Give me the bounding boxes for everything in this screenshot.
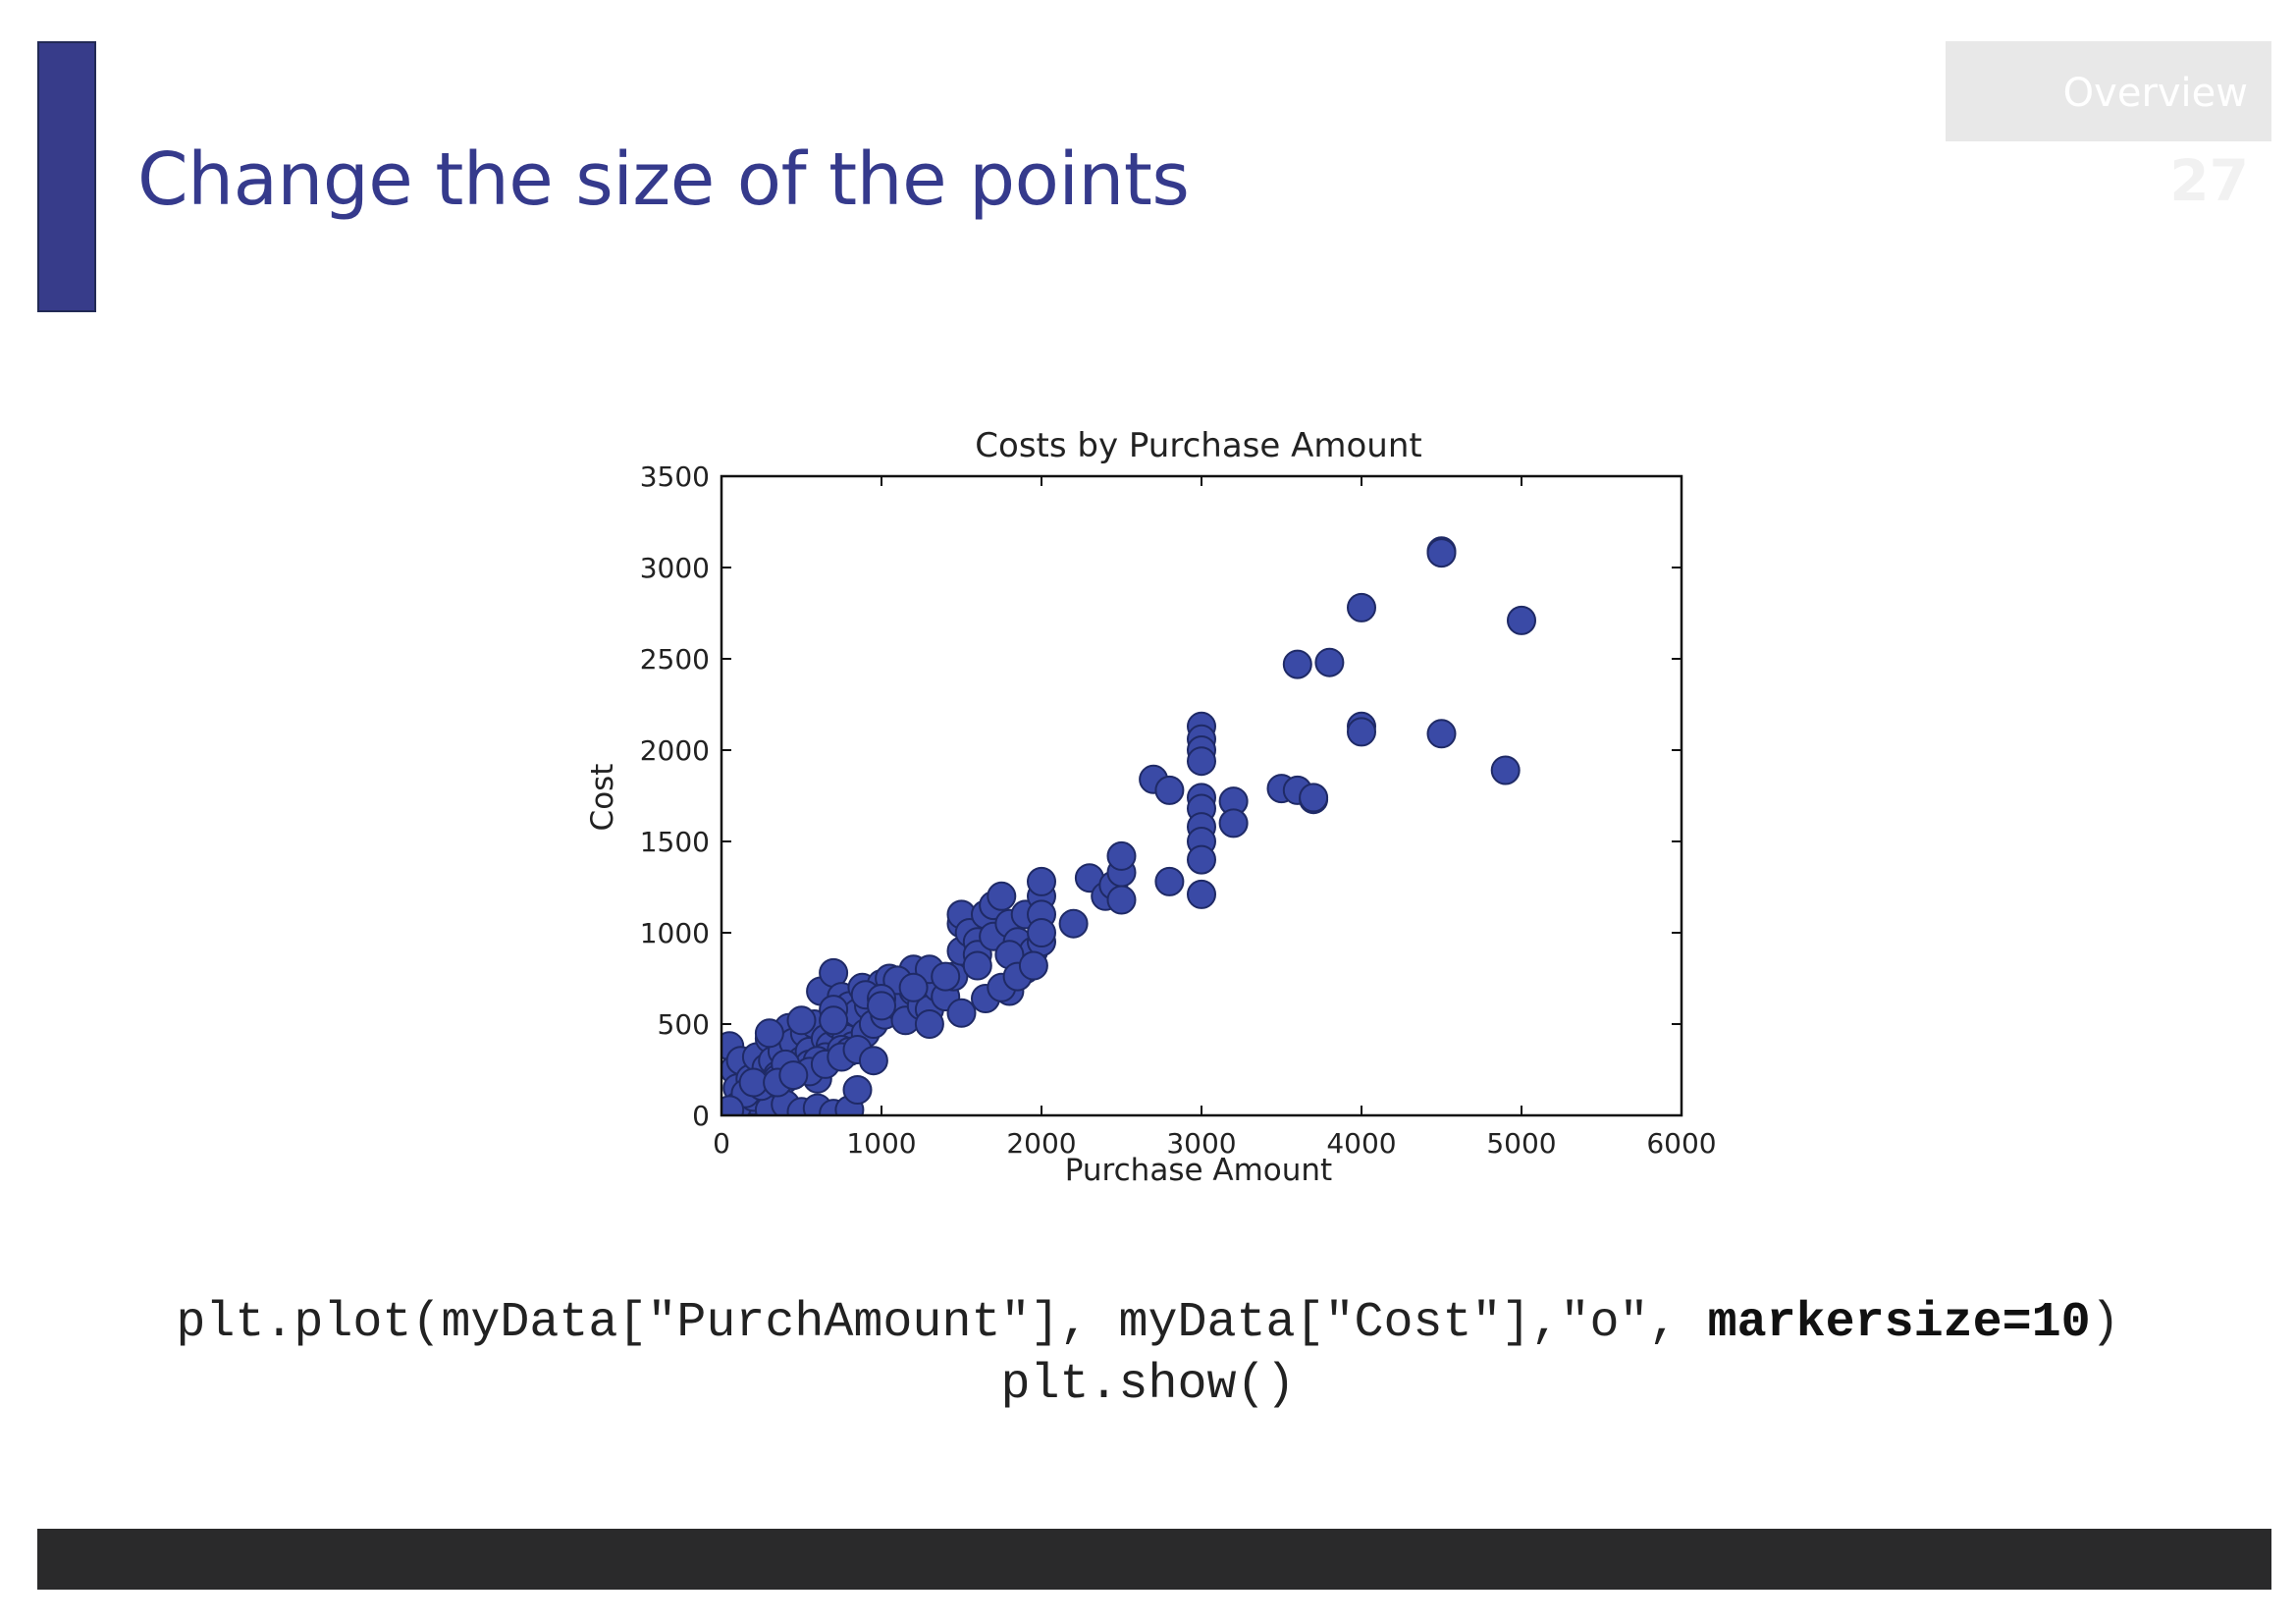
data-points <box>721 536 1536 1115</box>
data-point <box>1106 885 1137 915</box>
accent-bar <box>37 41 96 312</box>
data-point <box>1106 840 1137 871</box>
data-point <box>931 961 961 992</box>
data-point <box>754 1018 784 1049</box>
overview-nav-label[interactable]: Overview <box>2062 71 2248 116</box>
data-point <box>1426 538 1457 568</box>
data-point <box>1426 719 1457 749</box>
data-point <box>898 972 929 1002</box>
data-point <box>1027 918 1056 947</box>
code-line-1-post: ) <box>2090 1295 2120 1351</box>
x-tick-label: 1000 <box>846 1127 916 1160</box>
y-tick-label: 1000 <box>640 917 710 949</box>
x-axis-label: Purchase Amount <box>1065 1153 1332 1188</box>
y-tick-label: 2000 <box>640 734 710 767</box>
x-tick-label: 0 <box>713 1127 730 1160</box>
overview-nav-box[interactable]: Overview <box>1946 41 2271 141</box>
data-point <box>1314 647 1345 677</box>
x-tick-label: 3000 <box>1166 1127 1236 1160</box>
data-point <box>1507 605 1536 635</box>
data-point <box>1058 908 1089 939</box>
x-tick-label: 6000 <box>1646 1127 1716 1160</box>
footer-bar <box>37 1529 2271 1590</box>
y-tick-label: 500 <box>658 1008 710 1041</box>
y-tick-label: 1500 <box>640 826 710 858</box>
data-point <box>1490 755 1521 785</box>
x-tick-label: 4000 <box>1326 1127 1396 1160</box>
page-number: 27 <box>2169 147 2249 214</box>
y-tick-label: 3500 <box>640 460 710 493</box>
slide-title: Change the size of the points <box>137 137 1190 222</box>
data-point <box>1218 808 1249 839</box>
data-point <box>1187 879 1216 909</box>
data-point <box>858 1046 888 1076</box>
data-point <box>819 1005 849 1036</box>
data-point <box>1187 746 1216 777</box>
data-point <box>842 1075 873 1105</box>
y-tick-label: 2500 <box>640 643 710 676</box>
data-point <box>1282 649 1312 679</box>
code-line-2: plt.show() <box>1000 1357 1296 1413</box>
data-point <box>1347 717 1376 747</box>
data-point <box>778 1060 809 1091</box>
code-line-1-pre: plt.plot(myData["PurchAmount"], myData["… <box>176 1295 1708 1351</box>
x-tick-label: 5000 <box>1486 1127 1556 1160</box>
data-point <box>1187 844 1216 875</box>
data-point <box>786 1005 817 1036</box>
chart-title: Costs by Purchase Amount <box>975 426 1421 465</box>
data-point <box>914 1009 944 1039</box>
data-point <box>962 950 992 981</box>
code-line-1-bold: markersize=10 <box>1707 1295 2091 1351</box>
data-point <box>946 998 977 1028</box>
data-point <box>867 991 896 1021</box>
data-point <box>1154 775 1185 805</box>
data-point <box>1018 950 1048 981</box>
x-tick-label: 2000 <box>1006 1127 1076 1160</box>
code-snippet: plt.plot(myData["PurchAmount"], myData["… <box>0 1292 2296 1416</box>
axes: 0 1000 2000 3000 4000 5000 6000 0 500 1000 1500 200… <box>640 460 1717 1160</box>
y-tick-label: 0 <box>692 1100 710 1132</box>
scatter-chart: Costs by Purchase Amount Purchase Amount… <box>585 426 1717 1188</box>
code-line-1: plt.plot(myData["PurchAmount"], myData["… <box>176 1295 2119 1351</box>
y-axis-label: Cost <box>585 764 620 832</box>
data-point <box>1154 866 1185 896</box>
data-point <box>1347 592 1376 622</box>
data-point <box>721 1095 745 1115</box>
data-point <box>1027 866 1056 896</box>
data-point <box>987 881 1017 911</box>
data-point <box>1299 783 1329 813</box>
y-tick-label: 3000 <box>640 552 710 584</box>
